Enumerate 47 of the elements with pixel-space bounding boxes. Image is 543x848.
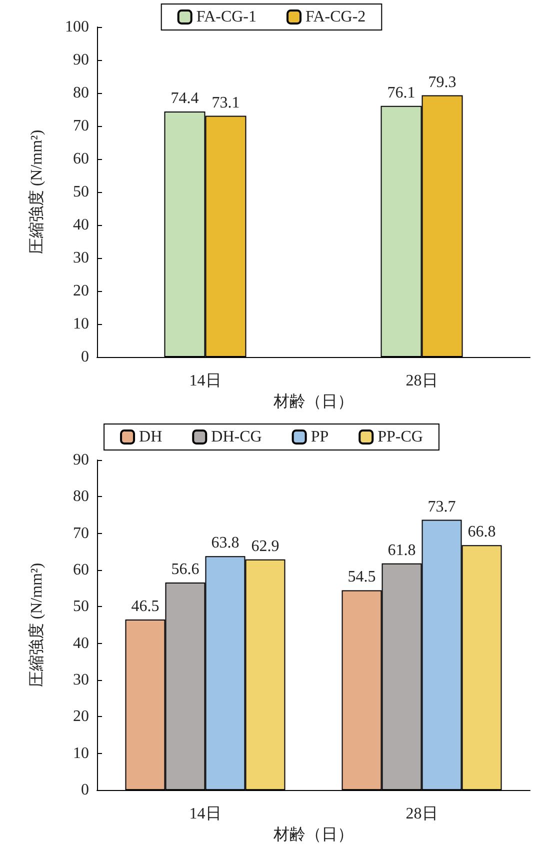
legend-label: FA-CG-1 [196,8,257,26]
data-label: 61.8 [388,542,416,559]
y-tick-label: 0 [81,348,89,366]
data-label: 76.1 [387,84,416,102]
y-tick-label: 20 [73,282,89,300]
y-tick-label: 90 [73,52,89,68]
y-tick-label: 80 [73,84,89,102]
y-tick-label: 0 [81,782,89,799]
y-axis-title: 圧縮強度 (N/mm²) [28,562,46,688]
y-tick-label: 10 [73,316,89,332]
legend-label: DH-CG [211,428,262,446]
legend-label: PP [310,428,329,446]
y-tick-label: 90 [73,452,89,468]
y-tick-label: 30 [73,250,89,266]
y-tick-label: 40 [73,634,89,652]
y-tick-label: 30 [73,672,89,689]
data-label: 56.6 [171,561,200,578]
y-tick-label: 10 [73,744,89,762]
x-tick-label: 14日 [189,806,222,823]
y-tick-label: 40 [73,216,89,234]
y-tick-label: 100 [65,18,89,36]
y-tick-label: 60 [73,562,89,579]
y-tick-label: 60 [73,150,89,168]
data-label: 73.7 [428,498,456,516]
y-axis-title: 圧縮強度 (N/mm²) [28,130,46,254]
data-label: 63.8 [211,534,240,552]
data-label: 62.9 [251,538,280,555]
y-tick-label: 70 [73,118,89,134]
data-label: 46.5 [131,598,160,616]
y-tick-label: 80 [73,488,89,506]
legend-label: DH [139,428,163,446]
y-tick-label: 70 [73,524,89,542]
legend-label: PP-CG [378,428,424,446]
data-label: 74.4 [170,90,199,107]
data-label: 54.5 [348,568,376,586]
x-tick-label: 28日 [406,806,438,823]
y-tick-label: 20 [73,708,89,726]
data-label: 73.1 [212,94,240,112]
x-tick-label: 14日 [189,372,222,390]
data-label: 66.8 [468,524,496,541]
data-label: 79.3 [428,74,456,91]
y-tick-label: 50 [73,598,89,616]
x-axis-title: 材齢（日） [272,826,354,844]
legend-label: FA-CG-2 [306,8,366,26]
x-axis-title: 材齢（日） [272,392,354,410]
x-tick-label: 28日 [406,372,438,390]
y-tick-label: 50 [73,184,89,200]
